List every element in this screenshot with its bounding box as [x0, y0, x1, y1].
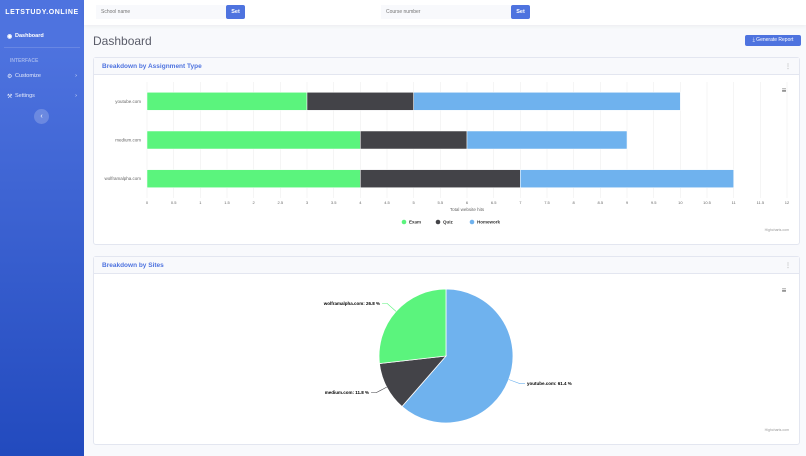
bar-quiz — [360, 169, 521, 188]
sidebar-item-customize[interactable]: ⚙ Customize › — [0, 66, 84, 86]
generate-report-button[interactable]: ⤓ Generate Report — [745, 35, 801, 46]
x-tick-label: 5.5 — [438, 200, 444, 205]
bar-chart: 0 0.5 1 1.5 2 2.5 3 3.5 4 4.5 5 5.5 6 6.5 7 7.5 8 8.5 9 9.5… — [104, 82, 790, 232]
sidebar-heading: INTERFACE — [4, 47, 80, 66]
bar-exam — [146, 169, 361, 188]
sidebar-item-label: Settings — [15, 93, 35, 99]
tachometer-icon: ◉ — [7, 33, 13, 40]
bar-homework — [413, 92, 681, 111]
data-label: youtube.com: 61.4 % — [527, 381, 572, 386]
course-number-input[interactable] — [381, 5, 511, 19]
set-course-button[interactable]: Set — [511, 5, 530, 19]
data-label-connector — [371, 386, 387, 394]
page-title: Dashboard — [93, 34, 152, 48]
sidebar: LETSTUDY.ONLINE ◉ Dashboard INTERFACE ⚙ Cu… — [0, 0, 84, 456]
bar-quiz — [306, 92, 414, 111]
data-label-connector — [382, 303, 397, 312]
cog-icon: ⚙ — [7, 73, 13, 80]
sites-card: Breakdown by Sites ⋮ youtube.com: 61.4 % m… — [93, 256, 800, 445]
school-name-input[interactable] — [96, 5, 226, 19]
x-tick-label: 2.5 — [278, 200, 284, 205]
more-vertical-icon[interactable]: ⋮ — [785, 63, 791, 70]
y-tick-label: medium.com — [115, 138, 141, 143]
course-search: Set — [381, 5, 530, 19]
x-tick-label: 10.5 — [703, 200, 712, 205]
x-tick-label: 11.5 — [757, 200, 765, 205]
more-vertical-icon[interactable]: ⋮ — [785, 262, 791, 269]
legend-item: Quiz — [443, 220, 453, 225]
bar-exam — [146, 130, 361, 150]
sidebar-toggle-button[interactable]: ‹ — [34, 109, 49, 124]
x-tick-label: 5 — [413, 200, 416, 205]
set-school-button[interactable]: Set — [226, 5, 245, 19]
x-tick-label: 0.5 — [171, 200, 177, 205]
sidebar-item-label: Customize — [15, 73, 41, 79]
sidebar-item-label: Dashboard — [15, 33, 44, 39]
x-tick-label: 4.5 — [384, 200, 390, 205]
x-tick-label: 9 — [626, 200, 629, 205]
data-label: medium.com: 11.8 % — [325, 390, 369, 395]
x-tick-label: 12 — [785, 200, 790, 205]
x-tick-label: 8 — [573, 200, 576, 205]
legend-marker — [469, 219, 475, 225]
x-tick-label: 10 — [678, 200, 683, 205]
sidebar-item-dashboard[interactable]: ◉ Dashboard — [0, 29, 84, 43]
bar-homework — [520, 169, 734, 188]
x-tick-label: 11 — [732, 200, 737, 205]
chevron-right-icon: › — [75, 73, 77, 79]
sidebar-item-settings[interactable]: ⚒ Settings › — [0, 86, 84, 106]
bar-quiz — [360, 130, 468, 150]
x-tick-label: 8.5 — [598, 200, 604, 205]
x-axis-title: Total website hits — [450, 207, 485, 212]
x-tick-label: 6 — [466, 200, 469, 205]
card-title: Breakdown by Sites — [102, 261, 164, 269]
hamburger-menu-icon: ≡ — [782, 286, 787, 295]
x-tick-label: 7 — [519, 200, 522, 205]
bar-homework — [466, 130, 628, 150]
x-tick-label: 3.5 — [331, 200, 337, 205]
legend-marker — [435, 219, 441, 225]
school-search: Set — [96, 5, 245, 19]
brand-logo[interactable]: LETSTUDY.ONLINE — [5, 9, 79, 16]
x-tick-label: 1.5 — [224, 200, 230, 205]
chevron-right-icon: › — [75, 93, 77, 99]
data-label: wolframalpha.com: 26.8 % — [323, 301, 380, 306]
wrench-icon: ⚒ — [7, 93, 13, 100]
x-tick-label: 6.5 — [491, 200, 497, 205]
x-tick-label: 2 — [253, 200, 256, 205]
x-tick-label: 4 — [359, 200, 362, 205]
data-label-connector — [508, 379, 525, 384]
x-tick-label: 9.5 — [651, 200, 657, 205]
legend-marker — [401, 219, 407, 225]
x-tick-label: 1 — [199, 200, 202, 205]
x-tick-label: 0 — [146, 200, 149, 205]
y-tick-label: youtube.com — [115, 99, 141, 104]
credits: Highcharts.com — [765, 428, 789, 432]
legend-item: Exam — [409, 220, 421, 225]
pie-chart: youtube.com: 61.4 % medium.com: 11.8 % wol… — [323, 286, 789, 432]
card-title: Breakdown by Assignment Type — [102, 62, 202, 70]
legend-item: Homework — [477, 220, 501, 225]
topbar: Set Set — [84, 0, 806, 25]
bar-exam — [146, 92, 308, 111]
x-tick-label: 7.5 — [544, 200, 550, 205]
x-tick-label: 3 — [306, 200, 309, 205]
y-tick-label: wolframalpha.com — [104, 176, 141, 181]
assignment-type-card: Breakdown by Assignment Type ⋮ 0 0.5 1 1.5 2 2… — [93, 57, 800, 245]
hamburger-menu-icon: ≡ — [782, 86, 787, 95]
pie-slice-wolframalpha — [378, 288, 447, 365]
credits: Highcharts.com — [765, 228, 789, 232]
